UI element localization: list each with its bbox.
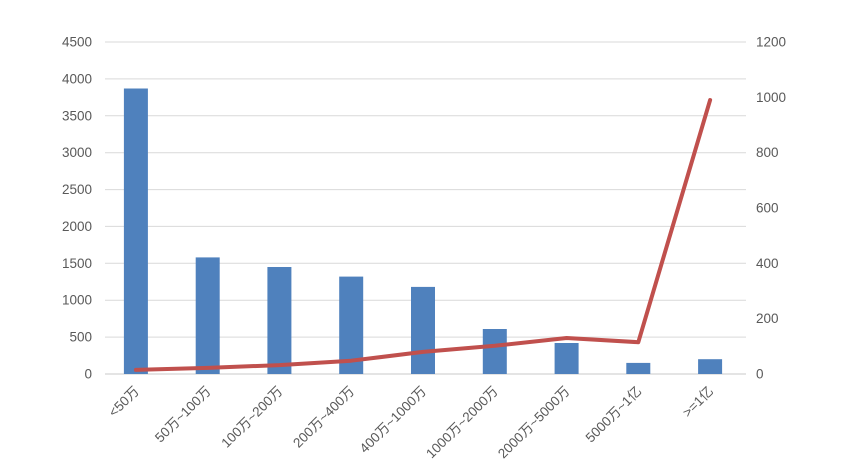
- bar-7: [626, 362, 651, 374]
- bar-1: [195, 257, 220, 374]
- category-label-0: <50万: [106, 384, 142, 420]
- line-series: [133, 98, 713, 372]
- right-axis-tick-label: 800: [756, 145, 779, 160]
- category-label-6: 2000万~5000万: [495, 384, 573, 462]
- left-axis-tick-label: 2000: [62, 219, 92, 234]
- bar-2: [267, 267, 292, 374]
- category-label-7: 5000万~1亿: [583, 384, 645, 446]
- right-axis-tick-label: 400: [756, 256, 779, 271]
- category-label-1: 50万~100万: [152, 384, 214, 446]
- right-axis-tick-label: 1200: [756, 35, 786, 50]
- bar-0: [123, 88, 148, 374]
- right-axis-tick-label: 0: [756, 367, 764, 382]
- bar-6: [554, 343, 579, 374]
- right-axis-tick-label: 600: [756, 201, 779, 216]
- left-axis-tick-label: 4000: [62, 71, 92, 86]
- bar-5: [482, 329, 507, 374]
- left-axis-tick-label: 500: [69, 330, 92, 345]
- right-axis-tick-label: 1000: [756, 90, 786, 105]
- left-axis-tick-label: 1500: [62, 256, 92, 271]
- bar-8: [698, 359, 723, 374]
- left-axis-tick-label: 0: [84, 367, 92, 382]
- left-axis-tick-label: 3500: [62, 108, 92, 123]
- category-label-3: 200万~400万: [290, 384, 357, 451]
- category-label-2: 100万~200万: [218, 384, 285, 451]
- left-axis-tick-label: 2500: [62, 182, 92, 197]
- left-axis-tick-label: 1000: [62, 293, 92, 308]
- left-axis-tick-label: 4500: [62, 35, 92, 50]
- right-axis-tick-label: 200: [756, 311, 779, 326]
- category-label-5: 1000万~2000万: [423, 384, 501, 462]
- category-label-8: >=1亿: [680, 384, 717, 421]
- left-axis-tick-label: 3000: [62, 145, 92, 160]
- bar-4: [411, 286, 435, 374]
- category-label-4: 400万~1000万: [357, 384, 429, 456]
